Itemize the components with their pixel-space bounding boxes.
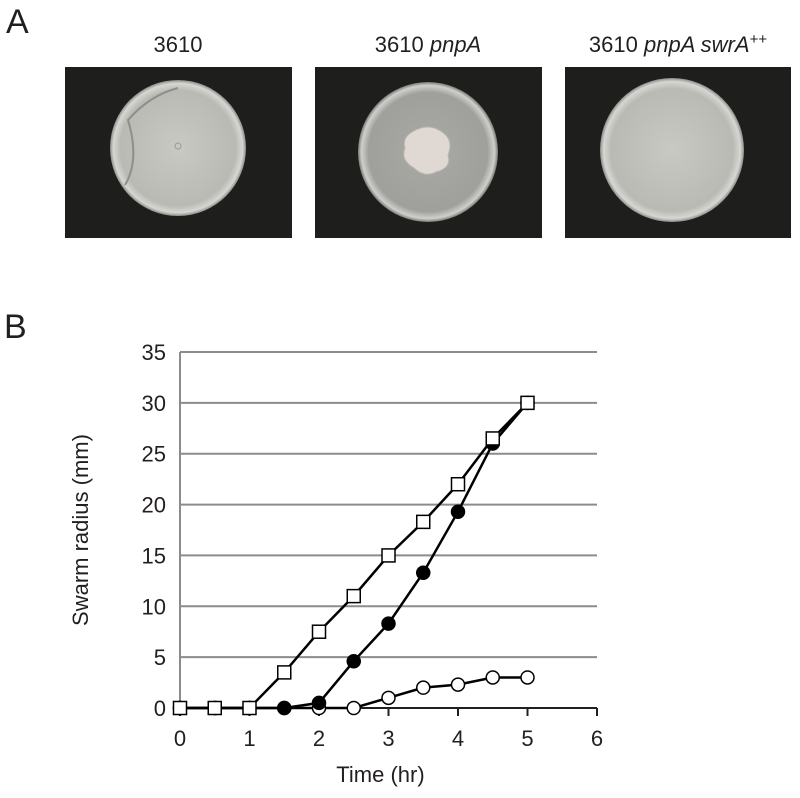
plate-photo [65, 67, 292, 238]
genotype: pnpA swrA [643, 32, 750, 57]
point [485, 670, 500, 685]
strain: 3610 [375, 32, 424, 57]
superscript: ++ [750, 31, 768, 48]
x-tick-label: 3 [382, 726, 394, 751]
x-tick-label: 4 [452, 726, 464, 751]
point [277, 665, 292, 680]
point [311, 624, 327, 639]
plate-photo [565, 67, 791, 238]
point [520, 670, 535, 685]
strain: 3610 [589, 32, 638, 57]
y-tick-label: 35 [142, 340, 166, 365]
x-tick-label: 6 [591, 726, 603, 751]
plate-title: 3610 pnpA swrA++ [589, 31, 767, 58]
plate-photo [315, 67, 542, 238]
plate-title: 3610 pnpA [375, 32, 481, 57]
point [520, 395, 535, 411]
x-tick-label: 5 [521, 726, 533, 751]
point [311, 695, 327, 711]
panel-label: A [6, 3, 29, 41]
y-axis-title: Swarm radius (mm) [68, 434, 93, 626]
point [485, 431, 500, 446]
y-tick-label: 0 [154, 696, 166, 721]
plate-title: 3610 [154, 32, 203, 57]
y-tick-label: 25 [142, 442, 166, 467]
point [381, 690, 396, 706]
x-tick-label: 0 [174, 726, 186, 751]
point [242, 700, 257, 716]
panel-label: B [4, 308, 27, 346]
point [381, 548, 396, 563]
point [346, 588, 361, 604]
point [450, 677, 466, 692]
point [450, 504, 466, 519]
point [416, 514, 431, 530]
strain: 3610 [154, 32, 203, 57]
x-axis-title: Time (hr) [336, 762, 424, 787]
point [346, 700, 361, 716]
point [381, 616, 396, 631]
point [450, 476, 466, 492]
point [277, 700, 292, 716]
x-tick-label: 1 [243, 726, 255, 751]
point [416, 565, 431, 580]
point [207, 700, 222, 716]
point [416, 680, 431, 695]
y-tick-label: 20 [142, 493, 166, 518]
genotype: pnpA [429, 32, 481, 57]
y-tick-label: 15 [142, 543, 166, 568]
y-tick-label: 10 [142, 594, 166, 619]
point [346, 653, 361, 669]
y-tick-label: 30 [142, 391, 166, 416]
y-tick-label: 5 [154, 645, 166, 670]
x-tick-label: 2 [313, 726, 325, 751]
point [172, 700, 188, 716]
